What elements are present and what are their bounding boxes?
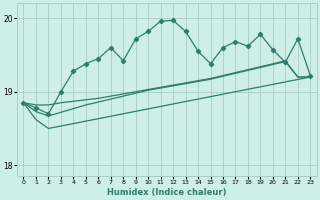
X-axis label: Humidex (Indice chaleur): Humidex (Indice chaleur) <box>107 188 227 197</box>
